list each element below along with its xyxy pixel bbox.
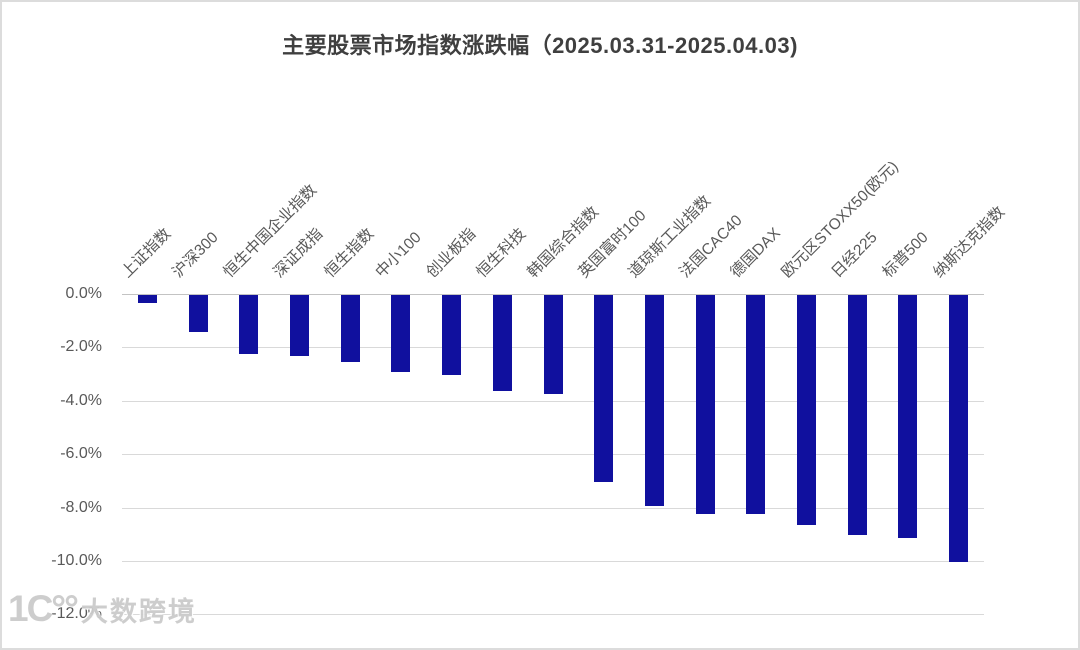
bar-深证成指 (289, 295, 309, 357)
bar-韩国综合指数 (543, 295, 563, 394)
gridline (122, 614, 984, 616)
gridline (122, 400, 984, 402)
y-axis-tick-label: -8.0% (60, 498, 102, 516)
category-label: 沪深300 (169, 229, 222, 282)
bar-日经225 (847, 295, 867, 536)
category-label: 中小100 (372, 229, 425, 282)
bar-标普500 (898, 295, 918, 538)
bar-纳斯达克指数 (949, 295, 969, 562)
watermark-text: 大数跨境 (80, 596, 197, 627)
category-label: 恒生科技 (473, 225, 530, 282)
category-label: 恒生中国企业指数 (220, 181, 320, 282)
y-axis-tick-label: -12.0% (51, 605, 102, 623)
y-axis-tick-label: -10.0% (51, 552, 102, 569)
watermark-logo-icon: 1C°° (8, 588, 79, 629)
category-label: 恒生指数 (321, 225, 378, 282)
category-label: 日经225 (828, 229, 881, 282)
category-label: 纳斯达克指数 (930, 203, 1008, 282)
bar-道琼斯工业指数 (644, 295, 664, 506)
bar-英国富时100 (594, 295, 614, 482)
category-label: 上证指数 (118, 225, 175, 282)
y-axis-tick-label: -6.0% (60, 445, 102, 463)
bar-欧元区STOXX50(欧元) (797, 295, 817, 525)
bar-恒生科技 (492, 295, 512, 392)
bar-创业板指 (442, 295, 462, 376)
zero-gridline (122, 294, 984, 295)
category-label: 标普500 (879, 229, 932, 282)
bar-恒生指数 (340, 295, 360, 362)
bar-中小100 (391, 295, 411, 373)
bar-恒生中国企业指数 (239, 295, 259, 354)
y-axis-tick-label: -2.0% (60, 338, 102, 356)
category-label: 创业板指 (422, 225, 479, 282)
gridline (122, 561, 984, 562)
y-axis-tick-label: -4.0% (60, 391, 102, 409)
bar-德国DAX (746, 295, 766, 514)
bar-法国CAC40 (695, 295, 715, 514)
y-axis-tick-label: 0.0% (65, 285, 102, 302)
gridline (122, 507, 984, 509)
watermark: 1C°° 大数跨境 (8, 588, 197, 630)
bar-上证指数 (137, 295, 157, 303)
bar-沪深300 (188, 295, 208, 333)
chart-title: 主要股票市场指数涨跌幅（2025.03.31-2025.04.03) (282, 33, 798, 58)
gridline (122, 454, 984, 456)
